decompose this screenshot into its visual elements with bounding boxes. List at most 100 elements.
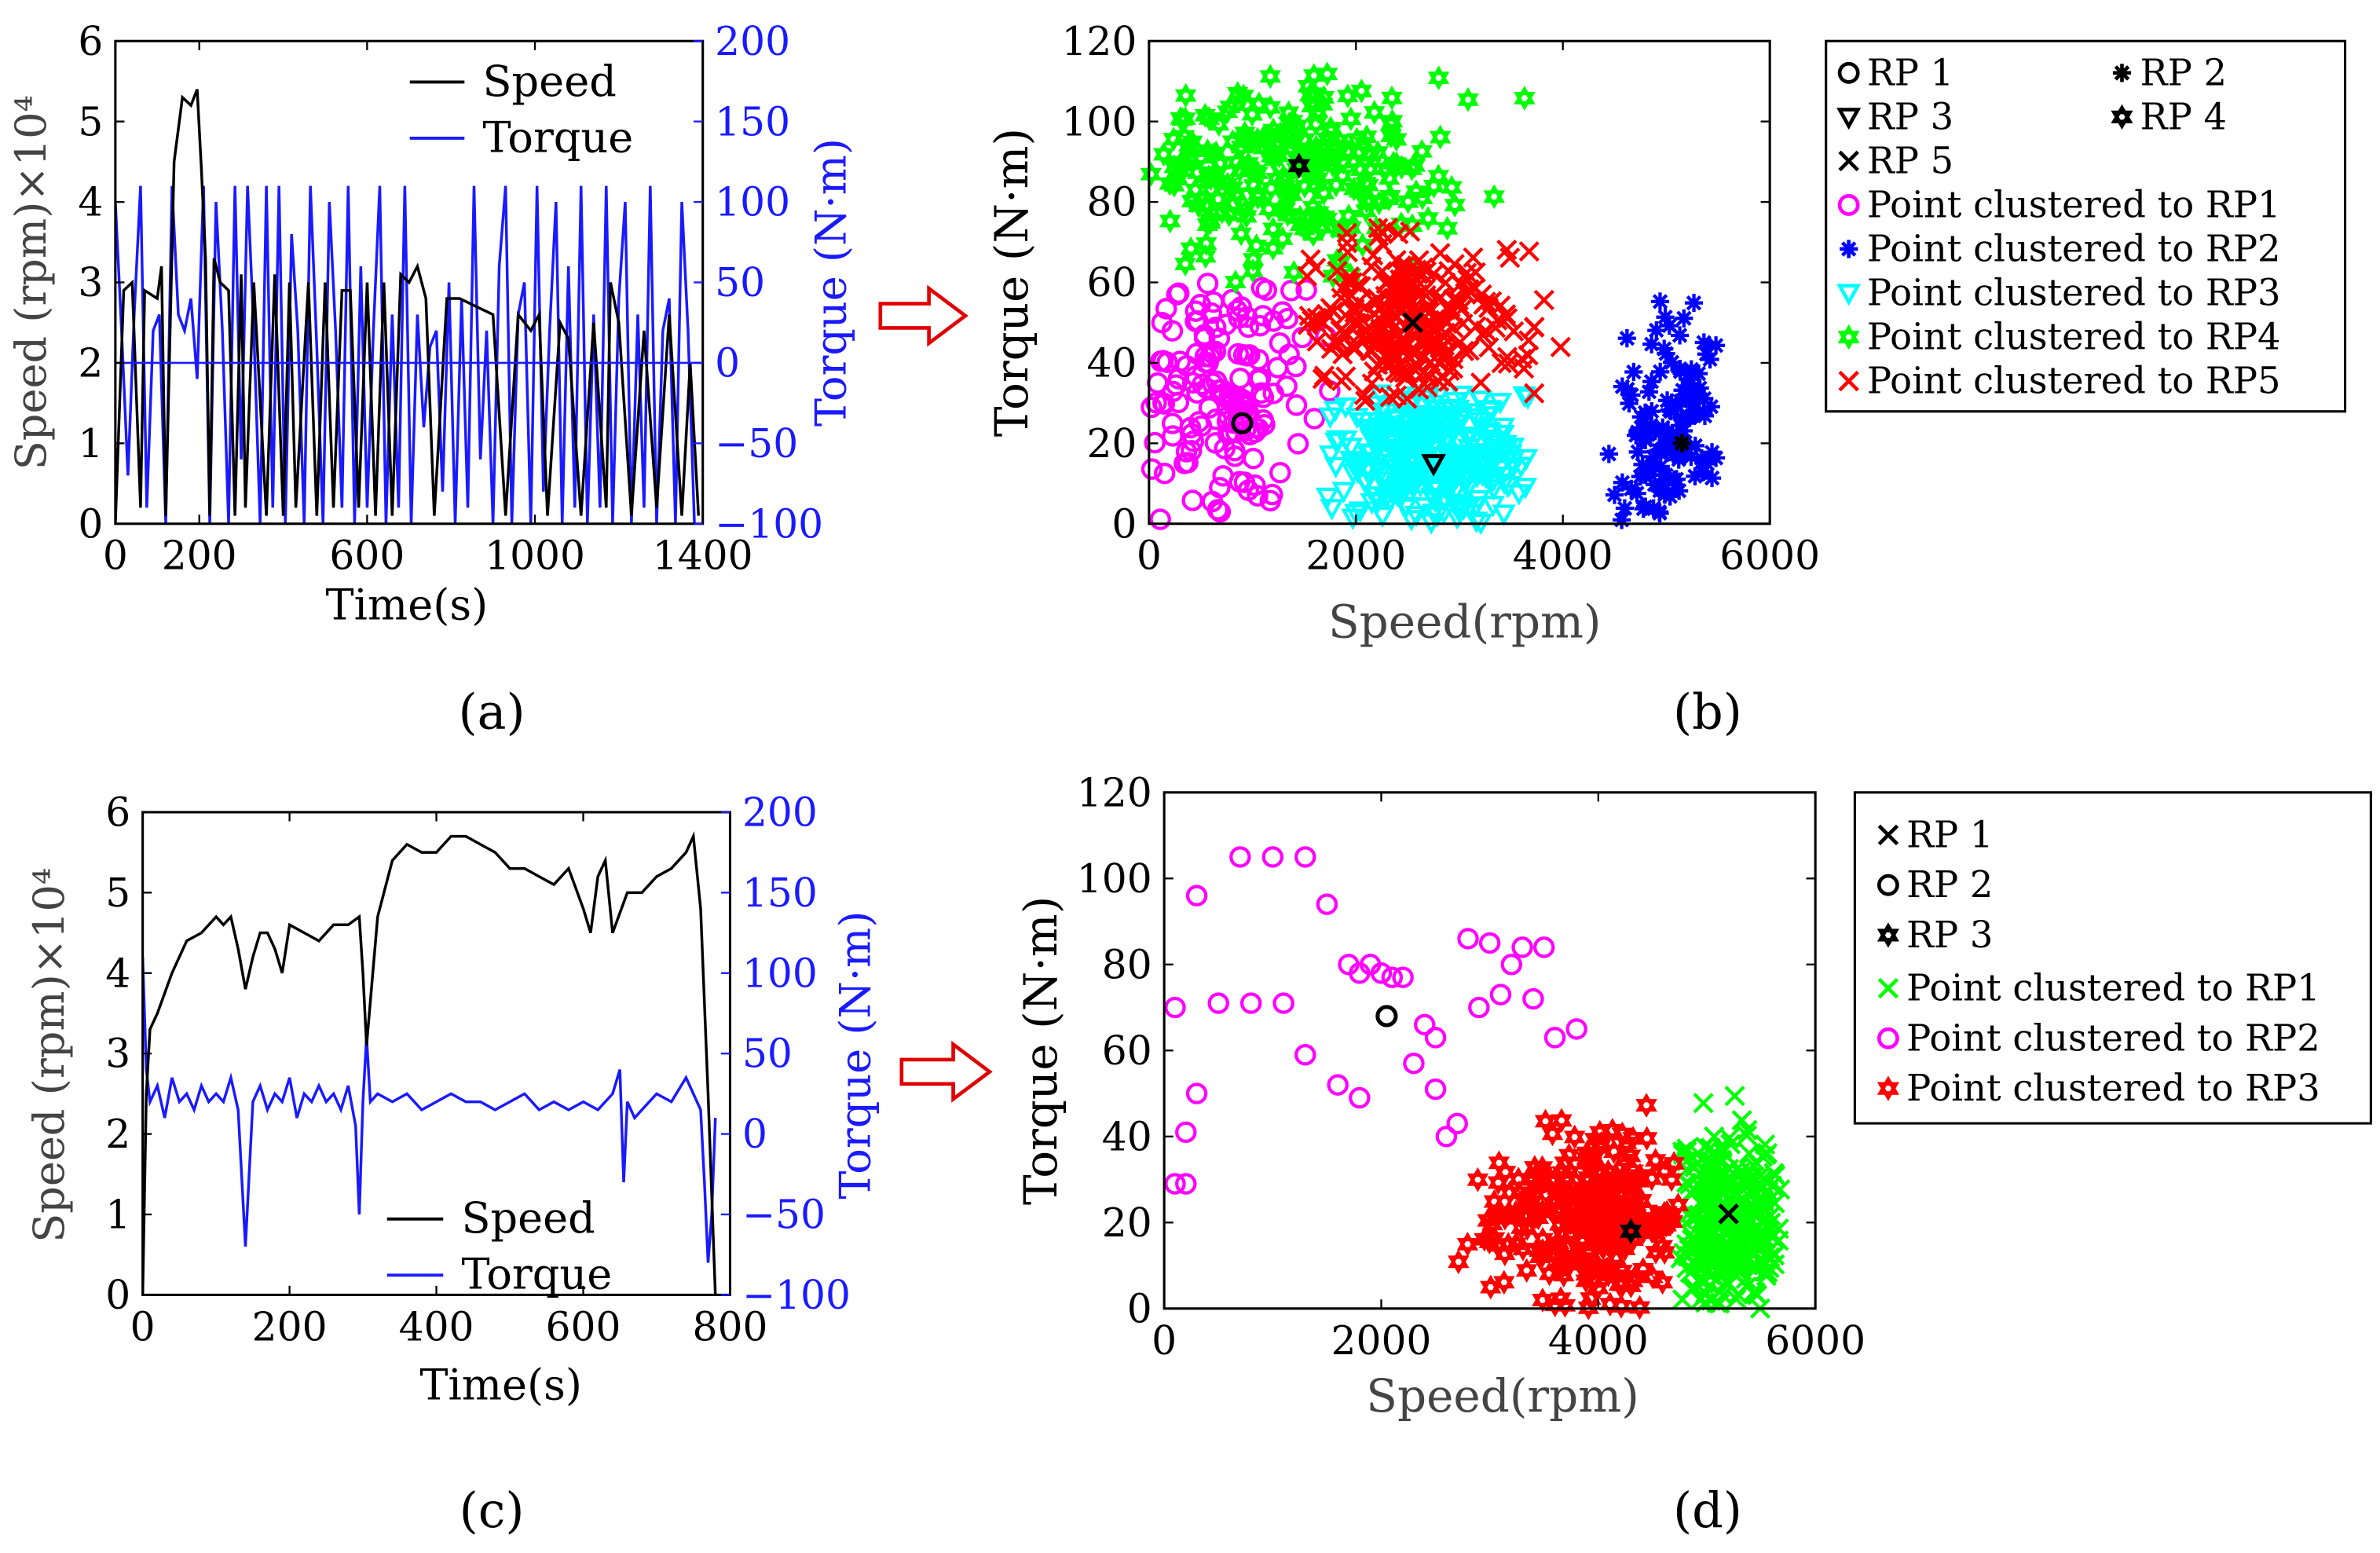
data-point xyxy=(1667,470,1686,489)
x-tick-label: 6000 xyxy=(1719,533,1820,579)
data-point xyxy=(1657,391,1677,410)
panel-a-label: (a) xyxy=(459,684,525,741)
data-point xyxy=(1340,106,1362,132)
data-point xyxy=(1377,218,1398,239)
y-tick-label: 20 xyxy=(1086,420,1137,467)
data-point xyxy=(1152,392,1174,414)
panel-c-y2label: Torque (N·m) xyxy=(830,911,880,1200)
data-point xyxy=(1682,447,1701,467)
data-point xyxy=(1366,436,1391,458)
data-point xyxy=(1281,181,1303,207)
data-point xyxy=(1478,337,1499,358)
y-tick-label: 2 xyxy=(105,1111,130,1157)
data-point xyxy=(1300,249,1321,270)
legend-label: RP 5 xyxy=(1867,139,1953,181)
data-point xyxy=(1341,508,1365,530)
data-point xyxy=(1162,425,1184,447)
data-point xyxy=(1636,497,1655,516)
data-point xyxy=(1719,1134,1741,1155)
data-point xyxy=(1605,485,1624,504)
data-point xyxy=(1483,1189,1506,1214)
data-point xyxy=(1675,309,1693,328)
data-point xyxy=(1355,390,1376,412)
data-point xyxy=(1378,166,1401,191)
y2-tick-label: −100 xyxy=(715,500,823,547)
data-point xyxy=(1477,421,1502,444)
data-point xyxy=(1693,463,1712,482)
data-point xyxy=(1657,344,1675,363)
arrow-a-to-b xyxy=(878,284,968,347)
data-point xyxy=(1695,406,1715,425)
data-point xyxy=(1463,408,1488,430)
data-point xyxy=(1524,383,1545,404)
data-point xyxy=(1459,279,1480,300)
data-point xyxy=(1679,376,1697,396)
data-point xyxy=(1344,452,1368,474)
data-point xyxy=(1684,293,1704,313)
data-point xyxy=(1446,1112,1468,1135)
data-point xyxy=(1153,462,1176,485)
data-point xyxy=(1241,101,1263,127)
data-point xyxy=(1660,316,1679,335)
y2-tick-label: 150 xyxy=(742,870,818,916)
data-point xyxy=(1386,385,1408,406)
data-point xyxy=(1219,94,1241,119)
y-tick-label: 6 xyxy=(78,18,103,64)
y2-tick-label: −50 xyxy=(742,1192,826,1238)
y-tick-label: 80 xyxy=(1102,941,1152,987)
data-point xyxy=(1255,279,1278,302)
data-point xyxy=(1217,202,1240,228)
data-point xyxy=(1366,459,1390,482)
data-point xyxy=(1493,1269,1515,1295)
legend-marker xyxy=(2112,64,2132,82)
panel-d-ylabel: Torque (N·m) xyxy=(1014,896,1067,1205)
legend-label: RP 4 xyxy=(2140,95,2227,137)
data-point xyxy=(1737,1119,1758,1141)
data-point xyxy=(1415,278,1436,299)
data-point xyxy=(1196,273,1219,295)
data-point xyxy=(1161,412,1184,434)
data-point xyxy=(1242,447,1265,470)
data-point xyxy=(1272,226,1294,251)
data-point xyxy=(1355,198,1377,224)
panel-a-xlabel: Time(s) xyxy=(326,580,489,629)
data-point xyxy=(1631,408,1650,427)
data-point xyxy=(1641,1166,1663,1192)
panel-d-label: (d) xyxy=(1673,1482,1742,1539)
legend-label-torque: Torque xyxy=(483,112,634,162)
series-line-speed xyxy=(142,831,717,1295)
data-point xyxy=(1669,450,1688,469)
data-point xyxy=(1458,426,1482,449)
panel-a-legend: Speed Torque xyxy=(409,57,634,162)
panel-c-label: (c) xyxy=(460,1482,525,1539)
data-point xyxy=(1695,389,1714,408)
arrow-right-icon xyxy=(878,284,968,347)
data-point xyxy=(1731,1110,1752,1131)
data-point xyxy=(1400,221,1421,242)
data-point xyxy=(1196,138,1219,163)
data-point xyxy=(1272,163,1294,189)
y-tick-label: 0 xyxy=(1111,500,1137,547)
data-point xyxy=(1489,983,1512,1005)
data-point xyxy=(1492,473,1517,496)
data-point xyxy=(1620,394,1639,413)
data-point xyxy=(1229,367,1251,390)
data-point xyxy=(1719,1127,1740,1148)
legend-label: Point clustered to RP2 xyxy=(1906,1016,2320,1059)
data-point xyxy=(1306,331,1327,352)
cluster-point-clustered-to-rp2 xyxy=(1599,292,1726,529)
data-point xyxy=(1655,339,1674,358)
data-point xyxy=(1444,254,1465,275)
data-point xyxy=(1387,288,1409,309)
data-point xyxy=(1431,335,1452,357)
data-point xyxy=(1179,147,1202,173)
data-point xyxy=(1693,1234,1714,1255)
data-point xyxy=(1662,353,1682,372)
data-point xyxy=(1195,231,1217,256)
x-tick-label: 400 xyxy=(399,1303,474,1350)
data-point xyxy=(1719,1159,1740,1180)
data-point xyxy=(1355,170,1377,196)
data-point xyxy=(1603,1192,1626,1218)
